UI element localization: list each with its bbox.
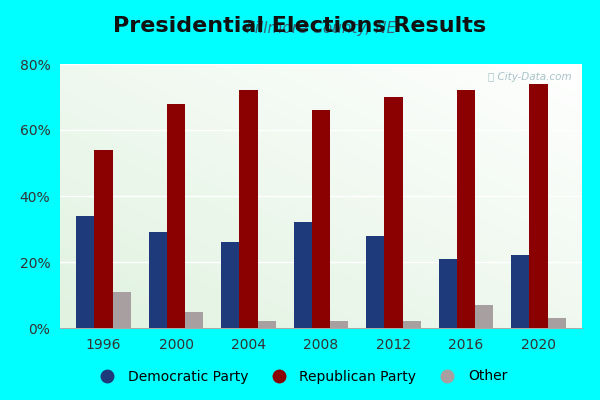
Bar <box>367 236 385 328</box>
Text: Presidential Elections Results: Presidential Elections Results <box>113 16 487 36</box>
Bar <box>475 305 493 328</box>
Bar <box>312 110 330 328</box>
Bar <box>221 242 239 328</box>
Bar <box>529 84 548 328</box>
Bar <box>76 216 94 328</box>
Bar <box>94 150 113 328</box>
Title: Fillmore County, NE: Fillmore County, NE <box>246 22 396 36</box>
Bar <box>511 255 529 328</box>
Text: ⓘ City-Data.com: ⓘ City-Data.com <box>488 72 572 82</box>
Bar <box>385 97 403 328</box>
Bar <box>167 104 185 328</box>
Bar <box>185 312 203 328</box>
Bar <box>439 259 457 328</box>
Bar <box>239 90 257 328</box>
Bar <box>257 322 275 328</box>
Bar <box>149 232 167 328</box>
Bar <box>113 292 131 328</box>
Bar <box>403 322 421 328</box>
Bar <box>548 318 566 328</box>
Bar <box>294 222 312 328</box>
Legend: Democratic Party, Republican Party, Other: Democratic Party, Republican Party, Othe… <box>87 364 513 389</box>
Bar <box>457 90 475 328</box>
Bar <box>330 322 348 328</box>
